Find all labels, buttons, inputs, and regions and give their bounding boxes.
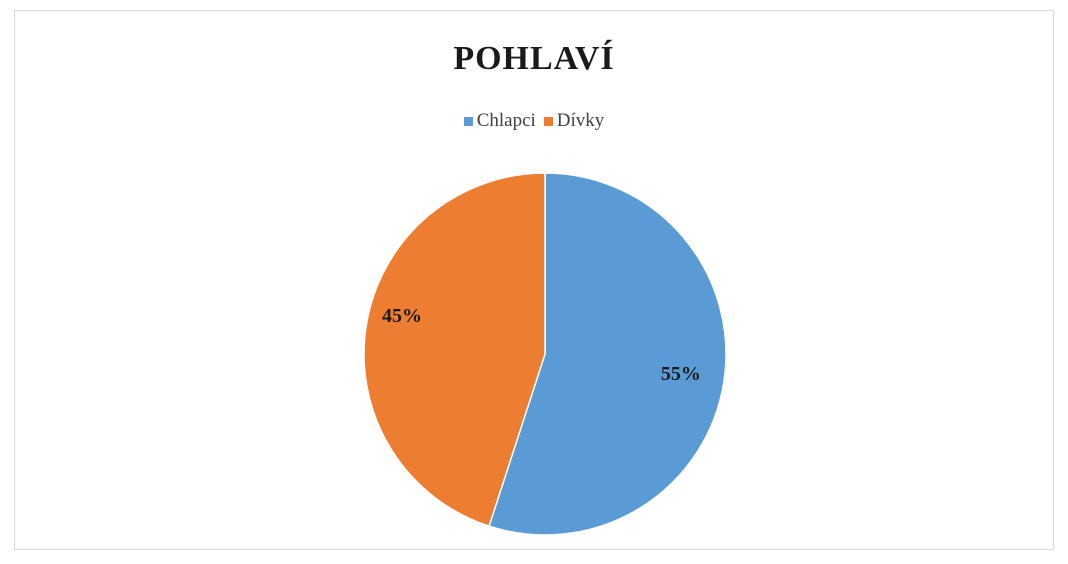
legend-item-chlapci: Chlapci bbox=[463, 110, 536, 132]
legend-label-divky: Dívky bbox=[556, 110, 605, 131]
legend-swatch-divky bbox=[543, 116, 553, 126]
legend-label-chlapci: Chlapci bbox=[476, 110, 536, 131]
chart-title: POHLAVÍ bbox=[453, 40, 615, 77]
pie-slices bbox=[363, 172, 727, 536]
legend-item-divky: Dívky bbox=[543, 110, 605, 132]
chart-legend: Chlapci Dívky bbox=[0, 110, 1068, 132]
data-label-chlapci: 55% bbox=[661, 363, 701, 385]
data-label-divky: 45% bbox=[382, 305, 422, 327]
pie-labels: 55% 45% bbox=[382, 305, 701, 385]
legend-swatch-chlapci bbox=[463, 116, 473, 126]
pie-slice-chlapci bbox=[488, 172, 727, 536]
pie-slice-divky bbox=[363, 172, 546, 528]
